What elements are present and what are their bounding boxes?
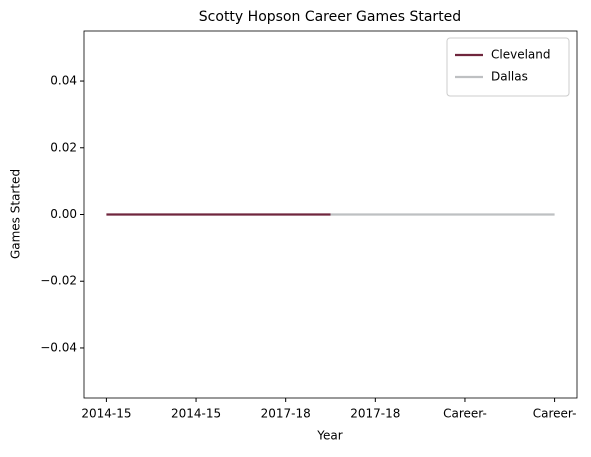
x-tick-label: 2014-15 bbox=[81, 407, 131, 421]
chart-title: Scotty Hopson Career Games Started bbox=[199, 9, 461, 25]
legend-label: Cleveland bbox=[491, 48, 551, 62]
legend-label: Dallas bbox=[491, 70, 528, 84]
x-tick-label: Career- bbox=[533, 407, 577, 421]
legend-box bbox=[446, 37, 570, 97]
x-tick-label: Career- bbox=[443, 407, 487, 421]
y-tick-label: −0.04 bbox=[40, 340, 77, 354]
y-axis-label: Games Started bbox=[9, 169, 23, 259]
x-tick-label: 2017-18 bbox=[350, 407, 400, 421]
plot-frame bbox=[83, 30, 578, 399]
y-tick-label: 0.00 bbox=[50, 207, 77, 221]
x-tick-label: 2017-18 bbox=[261, 407, 311, 421]
x-tick-label: 2014-15 bbox=[171, 407, 221, 421]
y-tick-label: 0.02 bbox=[50, 140, 77, 154]
x-axis-label: Year bbox=[316, 429, 342, 443]
y-tick-label: −0.02 bbox=[40, 274, 77, 288]
y-tick-label: 0.04 bbox=[50, 74, 77, 88]
